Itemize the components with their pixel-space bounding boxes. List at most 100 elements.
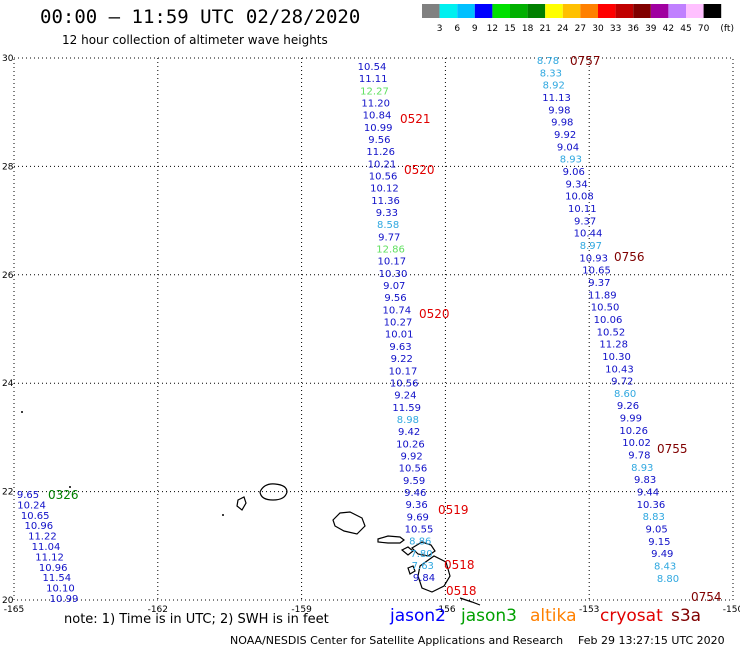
track-b-value: 10.44	[574, 229, 603, 240]
track-a-value: 9.07	[383, 281, 405, 292]
track-b-time-label: 0754	[691, 590, 722, 604]
scale-tick-label: 18	[522, 24, 534, 34]
scale-swatch	[598, 4, 616, 18]
track-b-value: 9.34	[565, 179, 587, 190]
track-a-value: 7.63	[412, 561, 434, 572]
track-a-value: 10.27	[384, 318, 413, 329]
track-a-value: 8.58	[377, 220, 399, 231]
track-b-value: 11.28	[599, 340, 628, 351]
track-b-value: 9.44	[637, 488, 659, 499]
track-a-value: 9.42	[398, 427, 420, 438]
lon-tick-label: -153	[579, 605, 599, 615]
track-c-value: 11.22	[28, 532, 57, 543]
track-b-value: 9.49	[651, 549, 673, 560]
track-a-value: 10.56	[399, 464, 428, 475]
track-a-value: 10.99	[364, 123, 393, 134]
lat-tick-label: 22	[2, 488, 13, 498]
track-a-value: 10.17	[377, 257, 406, 268]
track-b-value: 8.93	[560, 155, 582, 166]
islet-dot	[222, 514, 224, 516]
track-a-value: 9.24	[394, 391, 416, 402]
kahoolawe-island	[407, 565, 416, 575]
track-a-value: 10.26	[396, 439, 425, 450]
track-b-value: 10.52	[597, 327, 626, 338]
track-a-value: 10.17	[389, 366, 418, 377]
track-c-value: 10.24	[17, 500, 46, 511]
track-b-value: 8.92	[543, 81, 565, 92]
track-a-time-label: 0518	[444, 558, 475, 572]
scale-tick-label: 3	[437, 24, 443, 34]
scale-swatch	[527, 4, 546, 18]
scale-tick-label: 30	[592, 24, 604, 34]
track-b-value: 10.11	[568, 204, 597, 215]
track-b-value: 9.15	[648, 537, 670, 548]
track-a-value: 9.22	[391, 354, 413, 365]
scale-tick-label: 39	[645, 24, 657, 34]
track-a-value: 10.21	[368, 159, 397, 170]
lon-tick-label: -156	[435, 605, 456, 615]
scale-tick-label: 9	[472, 24, 478, 34]
legend-jason3: jason3	[461, 606, 517, 626]
footer-note: note: 1) Time is in UTC; 2) SWH is in fe…	[64, 612, 329, 627]
hawaii-islands	[236, 483, 481, 606]
track-a-value: 11.36	[371, 196, 400, 207]
track-b-value: 10.93	[579, 253, 608, 264]
track-c-value: 10.10	[46, 584, 75, 595]
track-a-value: 9.63	[389, 342, 411, 353]
track-b-value: 10.02	[622, 438, 651, 449]
track-a-value: 9.59	[403, 476, 425, 487]
track-c-value: 10.96	[24, 521, 53, 532]
wave-height-map: -165 -162 -159 -156 -153 -150 30 28 26 24 22 20 10.5…	[2, 54, 740, 615]
track-b-value: 9.05	[645, 525, 667, 536]
scale-swatch	[615, 4, 634, 18]
track-b-value: 8.60	[614, 389, 636, 400]
scale-tick-label: 12	[487, 24, 498, 34]
track-a-value: 12.27	[360, 86, 389, 97]
lon-tick-label: -150	[723, 605, 740, 615]
track-b-value: 11.13	[542, 93, 571, 104]
lat-tick-label: 28	[2, 162, 14, 172]
lon-tick-label: -159	[291, 605, 312, 615]
track-b-value: 9.06	[563, 167, 585, 178]
track-c-value: 11.12	[35, 552, 64, 563]
track-a-value: 10.55	[405, 525, 434, 536]
scale-tick-label: 27	[575, 24, 586, 34]
track-b-value: 9.78	[628, 451, 650, 462]
track-a-value: 9.56	[384, 293, 406, 304]
track-b-value: 8.83	[643, 512, 665, 523]
track-a-time-label: 0520	[419, 307, 450, 321]
track-a-time-label: 0519	[438, 503, 469, 517]
scale-swatch	[580, 4, 598, 18]
track-b-value: 10.50	[591, 303, 620, 314]
track-b-value: 9.92	[554, 130, 576, 141]
legend-jason2: jason2	[390, 606, 446, 626]
scale-swatch	[686, 4, 704, 18]
track-b-value: 10.06	[594, 315, 623, 326]
track-b-value: 9.98	[548, 105, 570, 116]
track-b-value: 8.33	[540, 68, 562, 79]
track-c-value: 11.04	[32, 542, 61, 553]
scale-swatch	[668, 4, 686, 18]
track-b-value: 10.08	[565, 192, 594, 203]
page-title: 00:00 – 11:59 UTC 02/28/2020	[40, 6, 361, 28]
color-scale-legend: 3 6 9 12 15 18 21 24 27 30 33 36 39 42 45 70 (ft)	[422, 4, 734, 34]
lat-tick-label: 30	[2, 54, 14, 64]
track-a-value: 10.12	[370, 184, 399, 195]
track-b-value: 10.36	[637, 500, 666, 511]
scale-swatch	[492, 4, 510, 18]
track-b-value: 9.72	[611, 377, 633, 388]
track-b-value: 9.26	[617, 401, 639, 412]
track-c-value: 10.96	[39, 563, 68, 574]
track-a-value: 10.56	[369, 172, 398, 183]
track-c-value: 11.54	[42, 573, 71, 584]
track-b-value: 9.83	[634, 475, 656, 486]
track-b-value: 9.37	[574, 216, 596, 227]
track-b-value: 9.37	[588, 278, 610, 289]
track-a-value: 9.46	[404, 488, 426, 499]
lat-tick-label: 20	[2, 596, 14, 606]
scale-tick-label: 15	[504, 24, 515, 34]
track-a-value: 9.84	[413, 573, 435, 584]
track-a-value: 10.84	[363, 111, 392, 122]
scale-swatch	[510, 4, 528, 18]
